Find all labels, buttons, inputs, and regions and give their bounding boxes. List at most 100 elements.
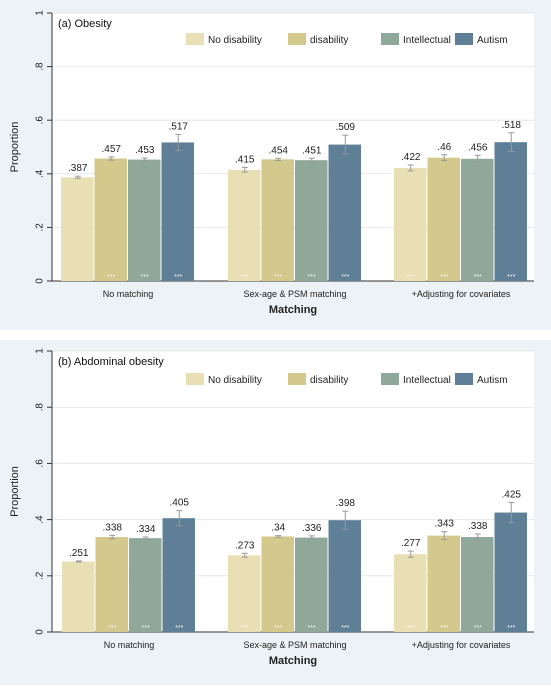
bar [394,554,427,632]
bar [461,158,494,281]
data-label: .46 [437,142,451,153]
data-label: .251 [69,548,89,559]
significance-mark: *** [308,625,316,632]
bar [162,518,195,632]
significance-mark: *** [440,625,448,632]
bar [494,512,527,632]
significance-mark: *** [341,274,349,281]
abdominal-obesity-chart: 0 .2 .4 .6 .8 1 Proportion Matching (b) Abdomina… [9,348,534,667]
y-tick-label: .6 [35,116,46,125]
bar [95,537,128,632]
y-tick-label: .8 [35,403,46,412]
bar [427,157,460,281]
bar [61,177,94,281]
obesity-chart: 0 .2 .4 .6 .8 1 Proportion Matching (a) Obesity N… [9,10,534,316]
data-label: .343 [435,519,455,530]
x-tick-label: No matching [104,640,155,650]
significance-mark: *** [107,274,115,281]
y-tick-label: .2 [35,223,46,232]
legend-swatch [381,33,399,45]
x-tick-label: No matching [103,289,154,299]
significance-mark: *** [175,625,183,632]
significance-mark: *** [142,625,150,632]
significance-mark: *** [274,274,282,281]
legend-label: Autism [477,35,508,46]
significance-mark: *** [174,274,182,281]
significance-mark: *** [141,274,149,281]
bar [461,537,494,632]
x-tick-label: +Adjusting for covariates [412,640,511,650]
legend-label: disability [310,375,348,386]
y-tick-label: 0 [35,278,46,284]
y-tick-label: 0 [35,629,46,635]
bar [295,160,328,281]
data-label: .277 [401,538,421,549]
data-label: .517 [169,121,189,132]
y-tick-label: .8 [35,62,46,71]
bar [94,158,127,281]
data-label: .454 [269,145,289,156]
data-label: .451 [302,145,322,156]
bar [161,142,194,281]
data-label: .273 [235,540,255,551]
legend-label: No disability [208,375,262,386]
significance-mark: *** [474,625,482,632]
data-label: .387 [68,163,88,174]
significance-mark: *** [407,625,415,632]
significance-mark: *** [308,274,316,281]
legend-label: Intellectual [403,375,451,386]
x-axis-title: Matching [269,304,317,316]
significance-mark: *** [108,625,116,632]
bar [228,169,261,281]
y-tick-label: .4 [35,515,46,524]
bar [129,538,162,632]
x-tick-label: Sex-age & PSM matching [243,640,346,650]
bar [328,144,361,281]
data-label: .338 [468,521,488,532]
data-label: .336 [302,523,322,534]
bar [295,537,328,632]
legend-swatch [455,33,473,45]
y-tick-label: .6 [35,459,46,468]
bar [261,536,294,632]
bar [427,535,460,632]
data-label: .415 [235,154,255,165]
data-label: .338 [103,522,123,533]
y-tick-label: 1 [35,348,46,354]
x-axis-title: Matching [269,655,317,667]
legend-swatch [186,33,204,45]
bar [494,142,527,281]
data-label: .398 [336,498,356,509]
bar [328,520,361,632]
significance-mark: *** [440,274,448,281]
chart-panel-abdominal-obesity: 0 .2 .4 .6 .8 1 Proportion Matching (b) Abdomina… [0,340,551,685]
legend-swatch [288,33,306,45]
y-tick-label: 1 [35,10,46,16]
chart-title: (a) Obesity [58,18,112,30]
significance-mark: *** [507,625,515,632]
legend-label: No disability [208,35,262,46]
significance-mark: *** [241,274,249,281]
data-label: .509 [336,122,356,133]
legend-swatch [186,373,204,385]
legend-label: Intellectual [403,35,451,46]
data-label: .518 [502,120,522,131]
data-label: .457 [102,144,122,155]
data-label: .456 [468,142,488,153]
data-label: .422 [401,152,421,163]
data-label: .334 [136,524,156,535]
y-tick-label: .4 [35,169,46,178]
x-tick-label: Sex-age & PSM matching [243,289,346,299]
significance-mark: *** [507,274,515,281]
chart-panel-obesity: 0 .2 .4 .6 .8 1 Proportion Matching (a) Obesity N… [0,0,551,330]
legend-swatch [381,373,399,385]
data-label: .405 [170,498,190,509]
legend-swatch [288,373,306,385]
legend-swatch [455,373,473,385]
significance-mark: *** [274,625,282,632]
data-label: .425 [502,489,522,500]
significance-mark: *** [341,625,349,632]
bar [228,555,261,632]
bar [62,561,95,632]
significance-mark: *** [407,274,415,281]
